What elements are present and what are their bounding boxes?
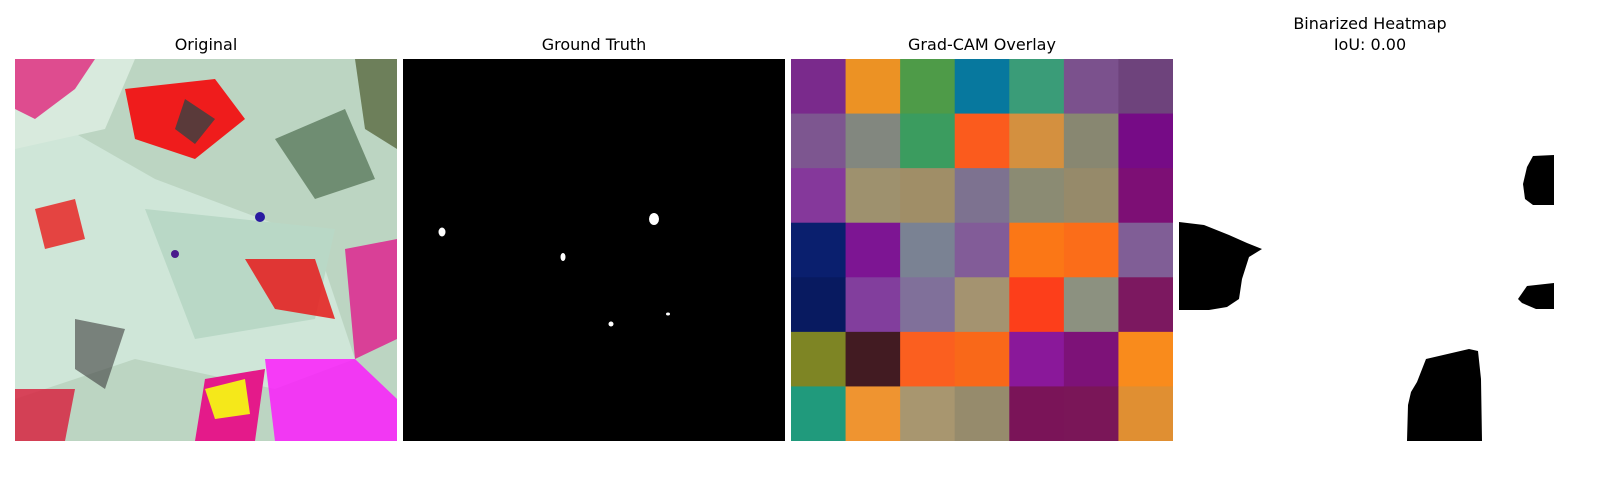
panel-binarized-heatmap: Binarized Heatmap IoU: 0.00 (1179, 0, 1561, 500)
panel-title-iou: IoU: 0.00 (1333, 35, 1407, 54)
mask-blob (666, 312, 670, 316)
ground-truth-mask (403, 59, 785, 441)
gradcam-cell (1118, 59, 1173, 115)
gradcam-cell (1063, 277, 1119, 333)
panel-title: Original (174, 35, 238, 54)
panel-ground-truth: Ground Truth (403, 0, 785, 500)
gradcam-cell (954, 168, 1010, 224)
gradcam-cell (1009, 331, 1065, 387)
gradcam-cell (1063, 168, 1119, 224)
gradcam-cell (1118, 113, 1173, 169)
gradcam-cell (1118, 277, 1173, 333)
gradcam-cell (845, 113, 901, 169)
gradcam-cell (1063, 331, 1119, 387)
gradcam-cell (845, 331, 901, 387)
gradcam-cell (1063, 113, 1119, 169)
gradcam-cell (791, 113, 847, 169)
gradcam-cell (900, 386, 956, 441)
gradcam-cell (900, 222, 956, 278)
panel-title-line1: Binarized Heatmap (1293, 14, 1447, 33)
gradcam-cell (1009, 113, 1065, 169)
gradcam-cell (900, 331, 956, 387)
gradcam-cell (845, 59, 901, 115)
gradcam-cell (1009, 222, 1065, 278)
gradcam-cell (900, 168, 956, 224)
gradcam-cell (791, 386, 847, 441)
gradcam-cell (791, 168, 847, 224)
gradcam-cell (954, 277, 1010, 333)
mask-blob (649, 213, 659, 225)
heatmap-region (1179, 222, 1262, 310)
gradcam-cell (1009, 277, 1065, 333)
gradcam-cell (900, 113, 956, 169)
gradcam-cell (900, 277, 956, 333)
gradcam-cell (1118, 222, 1173, 278)
panel-gradcam-overlay: Grad-CAM Overlay (791, 0, 1173, 500)
gradcam-cell (900, 59, 956, 115)
gradcam-cell (1118, 168, 1173, 224)
gradcam-heatmap-grid (791, 59, 1173, 441)
gradcam-cell (791, 277, 847, 333)
panel-title: Ground Truth (541, 35, 647, 54)
gradcam-cell (954, 222, 1010, 278)
original-image (15, 59, 397, 441)
gradcam-cell (954, 386, 1010, 441)
gradcam-cell (1063, 386, 1119, 441)
binarized-heatmap (1179, 59, 1561, 441)
gradcam-cell (1118, 331, 1173, 387)
mask-blob (608, 321, 614, 327)
gradcam-cell (954, 331, 1010, 387)
gradcam-cell (1063, 222, 1119, 278)
gradcam-cell (1009, 59, 1065, 115)
gradcam-cell (845, 222, 901, 278)
panel-title: Grad-CAM Overlay (908, 35, 1056, 54)
gradcam-cell (954, 113, 1010, 169)
panel-original: Original (15, 0, 397, 500)
heatmap-region (1518, 283, 1554, 309)
gradcam-cell (1118, 386, 1173, 441)
gradcam-cell (791, 331, 847, 387)
gradcam-cell (791, 222, 847, 278)
gradcam-cell (845, 386, 901, 441)
mask-blob (438, 227, 446, 237)
gradcam-cell (1009, 386, 1065, 441)
gradcam-cell (845, 277, 901, 333)
gradcam-cell (1009, 168, 1065, 224)
mask-blob (560, 253, 566, 261)
heatmap-region (1407, 349, 1482, 441)
heatmap-region (1523, 155, 1554, 205)
gradcam-cell (845, 168, 901, 224)
gradcam-cell (1063, 59, 1119, 115)
gradcam-cell (954, 59, 1010, 115)
gradcam-cell (791, 59, 847, 115)
